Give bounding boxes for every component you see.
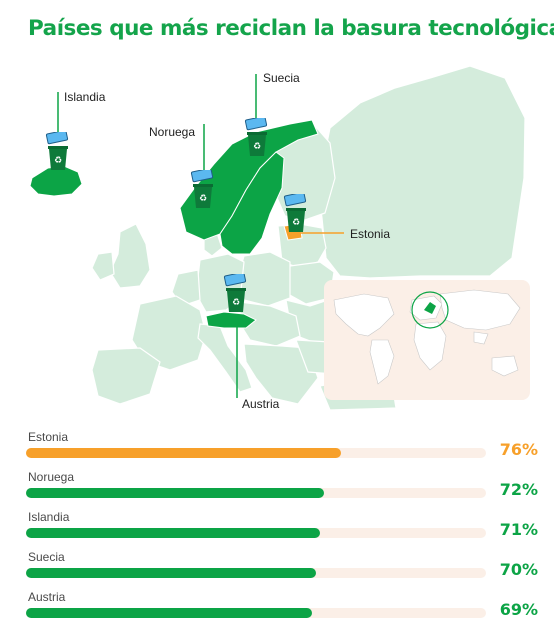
bar-row: Noruega 72% [0,464,554,504]
label-suecia: Suecia [263,71,300,85]
bar-track [26,608,486,618]
suecia-shape [219,151,285,255]
bar-track [26,568,486,578]
label-islandia: Islandia [64,90,106,104]
svg-text:♻: ♻ [54,156,62,166]
bar-row: Islandia 71% [0,504,554,544]
bar-value: 72% [499,480,538,499]
bar-label: Estonia [28,430,69,444]
svg-text:♻: ♻ [292,218,300,228]
bar-label: Austria [28,590,66,604]
bar-fill [26,528,320,538]
percentage-bar-chart: Estonia 76% Noruega 72% Islandia 71% Suecia 70%… [0,422,554,634]
noruega-shape [179,119,319,241]
bar-label: Noruega [28,470,75,484]
page-title: Países que más reciclan la basura tecnol… [28,16,554,41]
bar-fill [26,608,312,618]
svg-text:♻: ♻ [253,142,261,152]
bar-track [26,448,486,458]
bar-row: Suecia 70% [0,544,554,584]
bar-fill [26,448,341,458]
bar-track [26,488,486,498]
label-noruega: Noruega [149,125,196,139]
bar-fill [26,488,324,498]
bar-label: Suecia [28,550,65,564]
label-austria: Austria [242,397,280,411]
bar-track [26,528,486,538]
austria-shape [205,311,257,329]
world-map-inset [324,280,530,400]
label-estonia: Estonia [350,227,391,241]
bar-value: 69% [499,600,538,619]
recycling-bin-icon: ♻ [223,274,247,312]
bar-value: 76% [499,440,538,459]
bar-row: Estonia 76% [0,424,554,464]
svg-text:♻: ♻ [199,194,207,204]
bar-row: Austria 69% [0,584,554,624]
recycling-bin-icon: ♻ [190,170,214,208]
recycling-bin-icon: ♻ [244,118,268,156]
recycling-bin-icon: ♻ [45,132,69,170]
bar-value: 70% [499,560,538,579]
svg-text:♻: ♻ [232,298,240,308]
bar-value: 71% [499,520,538,539]
recycling-bin-icon: ♻ [283,194,307,232]
bar-label: Islandia [28,510,70,524]
bar-fill [26,568,316,578]
